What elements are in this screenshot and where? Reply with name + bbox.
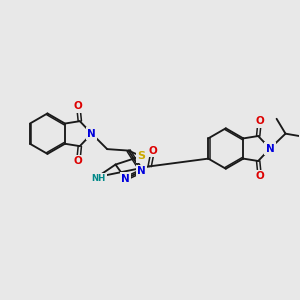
Text: N: N xyxy=(121,173,130,184)
Text: O: O xyxy=(74,101,83,111)
Text: N: N xyxy=(266,143,274,154)
Text: S: S xyxy=(137,151,145,161)
Text: NH: NH xyxy=(92,174,106,183)
Text: O: O xyxy=(255,116,264,126)
Text: N: N xyxy=(87,129,96,139)
Text: O: O xyxy=(74,156,83,166)
Text: O: O xyxy=(148,146,157,156)
Text: O: O xyxy=(255,171,264,181)
Text: N: N xyxy=(137,166,146,176)
